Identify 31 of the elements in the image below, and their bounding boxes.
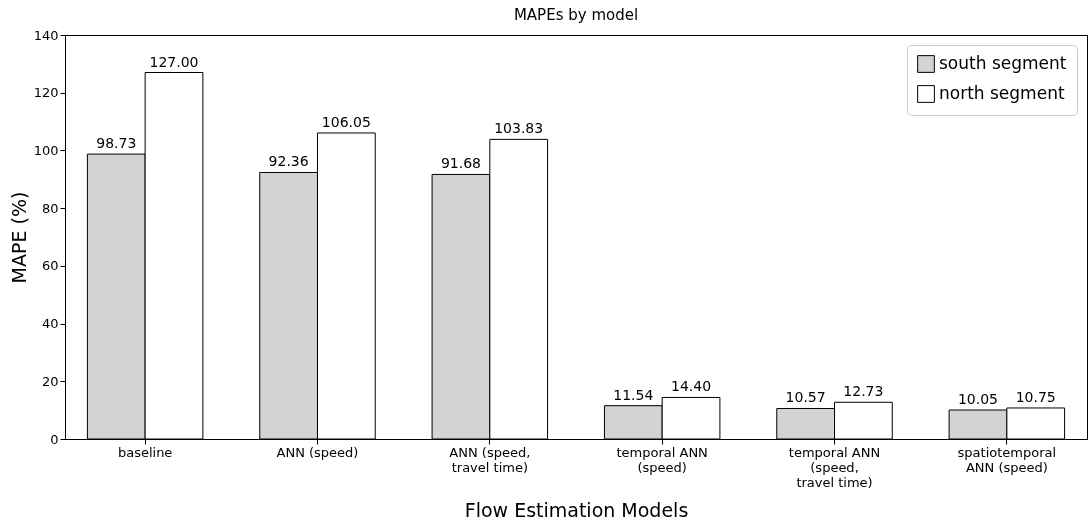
data-label: 91.68 <box>440 155 482 172</box>
data-label: 12.73 <box>843 383 884 400</box>
x-tick-label: spatiotemporal ANN (speed) <box>957 444 1057 475</box>
data-label: 10.75 <box>1015 388 1056 405</box>
y-tick-label: 60 <box>41 258 59 274</box>
y-axis-title: MAPE (%) <box>7 191 30 284</box>
data-label: 103.83 <box>494 120 544 137</box>
data-label: 11.54 <box>613 386 654 403</box>
y-tick-label: 120 <box>33 85 59 101</box>
data-label: 127.00 <box>149 53 199 70</box>
data-label: 10.57 <box>785 389 826 406</box>
data-label: 14.40 <box>670 378 712 395</box>
data-label: 10.05 <box>957 391 999 407</box>
y-tick-label: 0 <box>50 431 59 447</box>
y-tick-label: 20 <box>41 373 59 389</box>
x-tick-label: temporal ANN (speed) <box>616 444 708 475</box>
y-tick-label: 100 <box>33 142 59 158</box>
chart-title: MAPEs by model <box>513 6 639 24</box>
x-axis-title: Flow Estimation Models <box>464 498 689 521</box>
y-tick-label: 40 <box>41 316 59 332</box>
data-label: 92.36 <box>268 153 309 170</box>
x-tick-label: temporal ANN (speed, travel time) <box>788 444 881 490</box>
x-tick-label: ANN (speed) <box>276 444 359 460</box>
x-tick-label: baseline <box>117 444 173 460</box>
x-tick-label: ANN (speed, travel time) <box>449 444 531 475</box>
legend-label: south segment <box>939 53 1067 73</box>
legend-label: north segment <box>939 83 1065 103</box>
data-label: 98.73 <box>96 135 137 152</box>
y-tick-label: 80 <box>41 200 59 216</box>
y-tick-label: 140 <box>33 27 59 43</box>
data-label: 106.05 <box>321 113 371 130</box>
